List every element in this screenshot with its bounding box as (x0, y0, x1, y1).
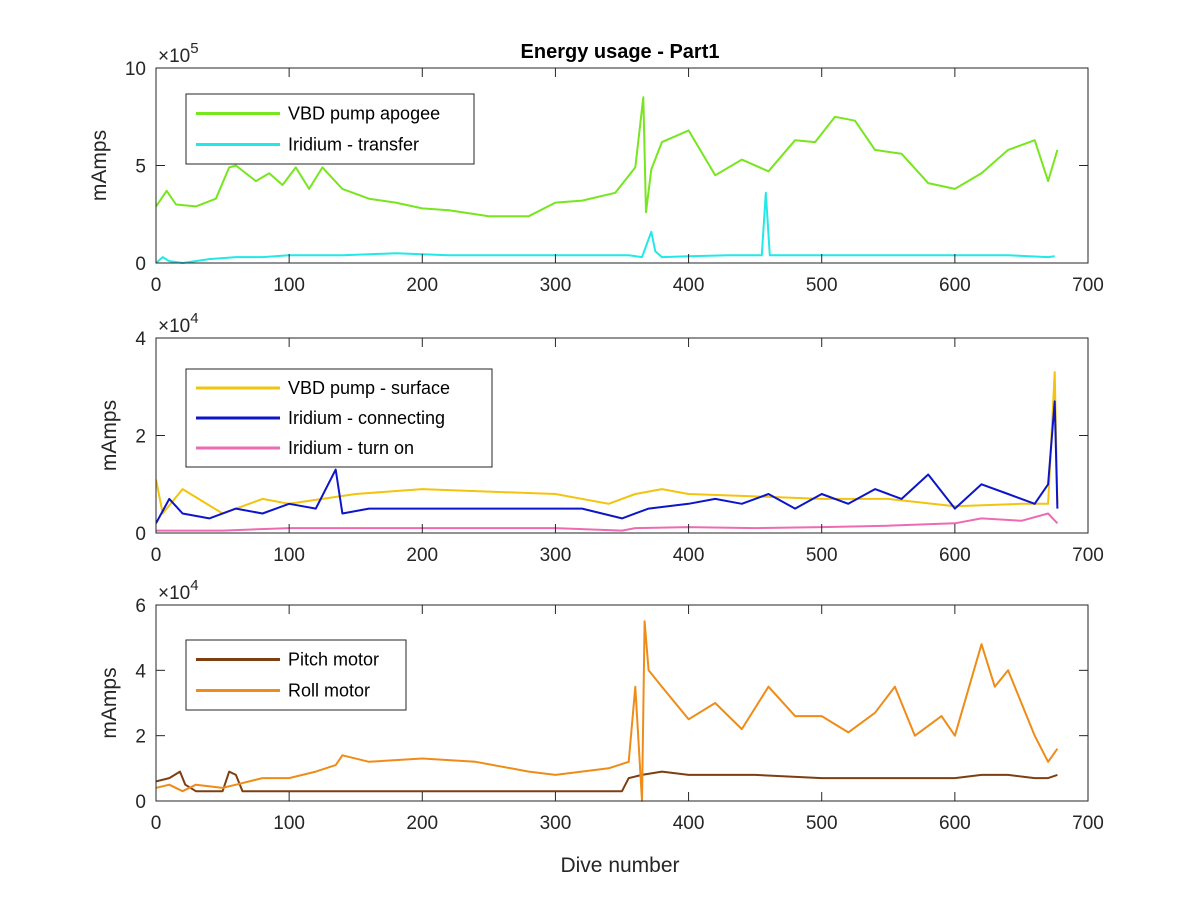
series-line-iridium-turn-on (156, 512, 1059, 532)
subplot-3: 0 100 200 300 400 500 600 700 0 2 4 6 ×104 mAmps Pitch… (98, 577, 1104, 834)
y-tick-label: 2 (135, 727, 146, 748)
y-axis-label: mAmps (88, 130, 111, 201)
x-tick-label: 100 (273, 545, 305, 566)
x-tick-label: 200 (406, 275, 438, 296)
x-tick-label: 0 (151, 813, 162, 834)
x-tick-label: 600 (939, 275, 971, 296)
y-tick-label: 0 (135, 254, 146, 275)
series-line-vbd-pump-apogee (156, 96, 1059, 218)
y-tick-label: 4 (135, 329, 146, 350)
y-tick-label: 10 (125, 59, 146, 80)
x-tick-label: 600 (939, 545, 971, 566)
x-tick-label: 0 (151, 545, 162, 566)
x-tick-label: 300 (540, 275, 572, 296)
x-tick-label: 500 (806, 545, 838, 566)
axes-box (155, 604, 1089, 802)
x-tick-label: 0 (151, 275, 162, 296)
y-tick-label: 6 (135, 596, 146, 617)
series-line-vbd-pump-surface (156, 371, 1059, 515)
legend: VBD pump apogee Iridium - transfer (185, 93, 475, 165)
legend-label: Iridium - turn on (288, 438, 414, 458)
y-tick-label: 5 (135, 157, 146, 178)
legend-label: Roll motor (288, 681, 370, 701)
legend: VBD pump - surface Iridium - connecting Ir… (185, 368, 493, 468)
legend-label: Iridium - connecting (288, 408, 445, 428)
legend-label: VBD pump apogee (288, 104, 440, 124)
x-tick-label: 600 (939, 813, 971, 834)
legend-box (185, 93, 475, 165)
y-tick-label: 2 (135, 427, 146, 448)
x-tick-label: 700 (1072, 545, 1104, 566)
legend-label: VBD pump - surface (288, 378, 450, 398)
x-tick-label: 400 (673, 545, 705, 566)
y-tick-label: 0 (135, 524, 146, 545)
x-tick-label: 300 (540, 545, 572, 566)
x-tick-label: 200 (406, 813, 438, 834)
y-axis-label: mAmps (98, 667, 121, 738)
series-line-iridium-transfer (156, 191, 1055, 264)
series-line-pitch-motor (156, 770, 1058, 793)
x-tick-label: 300 (540, 813, 572, 834)
y-exponent-label: ×104 (158, 310, 199, 337)
x-axis-label: Dive number (560, 854, 679, 877)
x-tick-label: 100 (273, 813, 305, 834)
legend: Pitch motor Roll motor (185, 639, 407, 711)
y-tick-label: 4 (135, 661, 146, 682)
figure-title: Energy usage - Part1 (521, 41, 720, 63)
x-tick-label: 200 (406, 545, 438, 566)
subplot-2: 0 100 200 300 400 500 600 700 0 2 4 ×104 mAmps VBD pu… (98, 310, 1104, 566)
legend-label: Iridium - transfer (288, 135, 419, 155)
legend-box (185, 639, 407, 711)
y-tick-label: 0 (135, 792, 146, 813)
y-exponent-label: ×104 (158, 577, 199, 604)
x-tick-label: 700 (1072, 813, 1104, 834)
y-exponent-label: ×105 (158, 40, 199, 67)
x-tick-label: 100 (273, 275, 305, 296)
series-line-iridium-connecting (156, 400, 1059, 524)
series-line-roll-motor (156, 620, 1059, 802)
legend-label: Pitch motor (288, 650, 379, 670)
x-tick-label: 500 (806, 813, 838, 834)
y-axis-label: mAmps (98, 400, 121, 471)
x-tick-label: 400 (673, 275, 705, 296)
x-tick-label: 400 (673, 813, 705, 834)
subplot-1: 0 100 200 300 400 500 600 700 0 5 10 ×105 mAmps VBD p… (88, 40, 1104, 296)
x-tick-label: 700 (1072, 275, 1104, 296)
x-tick-label: 500 (806, 275, 838, 296)
